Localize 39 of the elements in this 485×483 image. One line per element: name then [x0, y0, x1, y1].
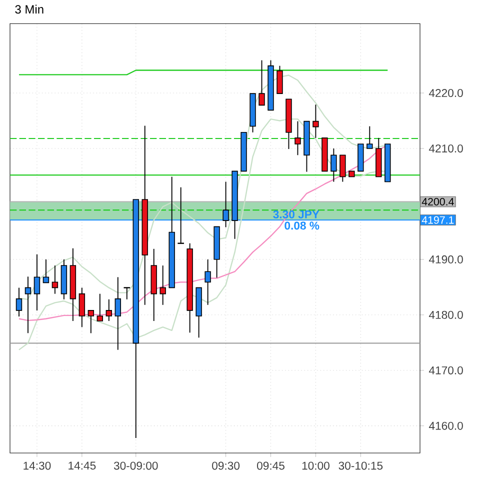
x-tick-label: 14:30 [24, 462, 51, 470]
candlestick [294, 120, 301, 156]
candlestick [88, 310, 94, 334]
candlestick [204, 258, 211, 306]
candlestick [34, 254, 40, 311]
y-tick-label: 4180.0 [428, 310, 463, 319]
candlestick [222, 181, 229, 228]
annotation: 0.08 % [284, 222, 320, 230]
x-tick-label: 09:45 [257, 462, 284, 470]
candlestick [52, 265, 58, 294]
candlestick [123, 287, 131, 300]
x-tick-label: 10:00 [302, 462, 330, 470]
candlestick [160, 265, 166, 306]
x-tick-label: 30-09:00 [114, 462, 158, 470]
candlestick [96, 293, 104, 322]
candlestick [258, 60, 265, 106]
candlestick [177, 186, 185, 244]
y-tick-label: 4170.0 [428, 366, 463, 374]
y-tick-label: 4160.0 [428, 422, 463, 430]
x-tick-label: 30-10:15 [338, 462, 383, 470]
y-tick-label: 4220.0 [428, 89, 463, 98]
x-tick-label: 09:30 [212, 462, 240, 470]
candlestick [276, 65, 283, 94]
candlestick [106, 298, 112, 322]
candlestick [78, 287, 86, 328]
candlestick [330, 148, 337, 182]
candlestick [114, 276, 121, 350]
x-tick-label: 14:45 [68, 462, 96, 470]
y-tick-label: 4190.0 [428, 255, 463, 264]
candlestick [340, 154, 346, 182]
chart-title: 3 Min [15, 4, 44, 14]
candlestick [16, 287, 22, 318]
y-tick-label: 4210.0 [428, 144, 463, 152]
candlestick [42, 258, 50, 284]
ref-line-label: 4197.1 [422, 216, 454, 224]
candlestick [366, 126, 373, 149]
candlestick [312, 104, 319, 138]
candlestick [24, 276, 32, 334]
ref-line-label: 4200.4 [422, 198, 454, 206]
